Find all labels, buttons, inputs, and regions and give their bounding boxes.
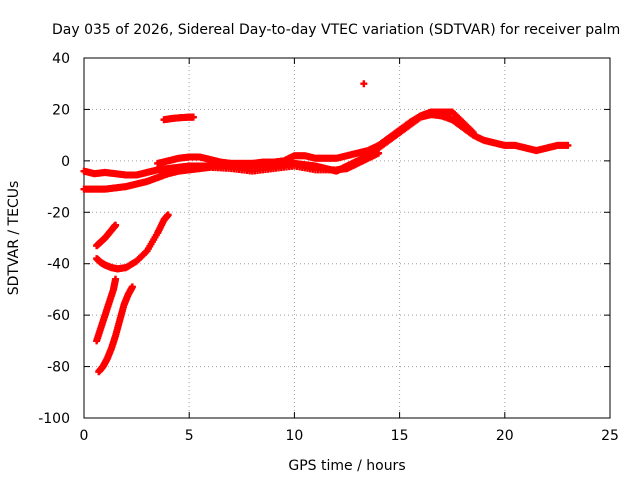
- data-point: [564, 141, 572, 149]
- x-axis-title: GPS time / hours: [288, 458, 405, 474]
- plot-frame: [83, 57, 611, 419]
- series-arc-1: [93, 221, 120, 250]
- data-point: [469, 129, 477, 137]
- grid: [84, 58, 610, 418]
- y-tick-label: -100: [38, 411, 70, 427]
- x-tick-label: 5: [185, 428, 194, 444]
- x-tick-label: 10: [285, 428, 303, 444]
- series-arc-2: [93, 211, 172, 273]
- data-point: [112, 275, 120, 283]
- y-tick-label: -20: [47, 205, 70, 221]
- data-points: [80, 80, 572, 376]
- x-tick-label: 0: [80, 428, 89, 444]
- series-main-band-b: [154, 108, 477, 167]
- series-arc-3: [93, 275, 120, 345]
- y-tick-label: -60: [47, 308, 70, 324]
- series-short-arc: [160, 113, 197, 124]
- y-axis-title: SDTVAR / TECUs: [6, 181, 22, 296]
- chart-title: Day 035 of 2026, Sidereal Day-to-day VTE…: [52, 22, 620, 38]
- data-point: [189, 113, 197, 121]
- data-point: [164, 211, 172, 219]
- y-tick-label: 0: [61, 154, 70, 170]
- data-point: [360, 80, 368, 88]
- y-tick-label: -40: [47, 257, 70, 273]
- x-tick-label: 15: [391, 428, 409, 444]
- data-point: [112, 221, 120, 229]
- series-outlier: [360, 80, 368, 88]
- data-point: [375, 149, 383, 157]
- series-main-band-c: [80, 149, 383, 193]
- y-tick-label: -80: [47, 360, 70, 376]
- series-arc-4: [95, 283, 136, 376]
- x-tick-label: 20: [496, 428, 514, 444]
- y-tick-label: 20: [52, 102, 70, 118]
- axis-ticks: 0 5 10 15 20 25 -100 -80 -60 -40 -20 0 20 40: [38, 51, 619, 444]
- y-tick-label: 40: [52, 51, 70, 67]
- x-tick-label: 25: [601, 428, 619, 444]
- data-point: [128, 283, 136, 291]
